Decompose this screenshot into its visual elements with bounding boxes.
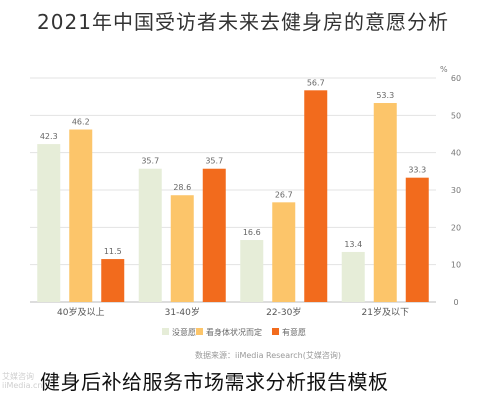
bar-value-label: 35.7 [205, 157, 223, 166]
legend-swatch [162, 328, 169, 335]
bar-value-label: 28.6 [173, 183, 191, 192]
x-tick-label: 21岁及以下 [362, 306, 409, 318]
y-tick-label: 60 [451, 74, 461, 83]
bar-value-label: 35.7 [141, 157, 159, 166]
bar-value-label: 33.3 [408, 166, 426, 175]
bar [138, 168, 162, 302]
bar [202, 168, 226, 302]
bar [405, 177, 429, 302]
bar-value-label: 56.7 [307, 78, 325, 87]
bar-value-label: 13.4 [344, 240, 362, 249]
watermark-line-1: 艾媒咨询 [2, 372, 34, 381]
bar-value-label: 53.3 [376, 91, 394, 100]
watermark-line-2: iiMedia.cn [2, 381, 43, 390]
legend-label: 没意愿 [172, 327, 196, 337]
x-tick-label: 40岁及以上 [57, 306, 104, 318]
bar-value-label: 46.2 [72, 118, 90, 127]
legend-swatch [272, 328, 279, 335]
bar [304, 90, 328, 302]
y-tick-label: 20 [451, 223, 461, 232]
legend-label: 有意愿 [282, 327, 306, 337]
x-tick-label: 31-40岁 [165, 306, 200, 318]
source-note: 数据来源：iiMedia Research(艾媒咨询) [195, 351, 341, 360]
bar [341, 251, 365, 302]
y-axis-label: % [440, 65, 448, 74]
chart-title: 2021年中国受访者未来去健身房的意愿分析 [37, 10, 449, 34]
bar [170, 195, 194, 302]
bar [240, 240, 264, 302]
watermark-logo: 艾媒咨询 iiMedia.cn [2, 372, 42, 390]
y-tick-label: 0 [453, 298, 458, 307]
x-tick-label: 22-30岁 [266, 306, 301, 318]
bar-value-label: 42.3 [40, 132, 58, 141]
bar [373, 103, 397, 302]
bar-value-label: 26.7 [275, 190, 293, 199]
y-tick-label: 40 [451, 149, 461, 158]
bar [69, 129, 93, 302]
y-tick-label: 50 [451, 111, 461, 120]
legend-label: 看身体状况而定 [206, 327, 262, 337]
bar-value-label: 16.6 [243, 228, 261, 237]
bar [101, 259, 125, 302]
bar-value-label: 11.5 [104, 247, 122, 256]
y-tick-label: 10 [451, 261, 461, 270]
y-tick-label: 30 [451, 186, 461, 195]
legend-swatch [196, 328, 203, 335]
bar [272, 202, 296, 302]
page-caption: 健身后补给服务市场需求分析报告模板 [40, 370, 389, 394]
bar [37, 144, 61, 302]
